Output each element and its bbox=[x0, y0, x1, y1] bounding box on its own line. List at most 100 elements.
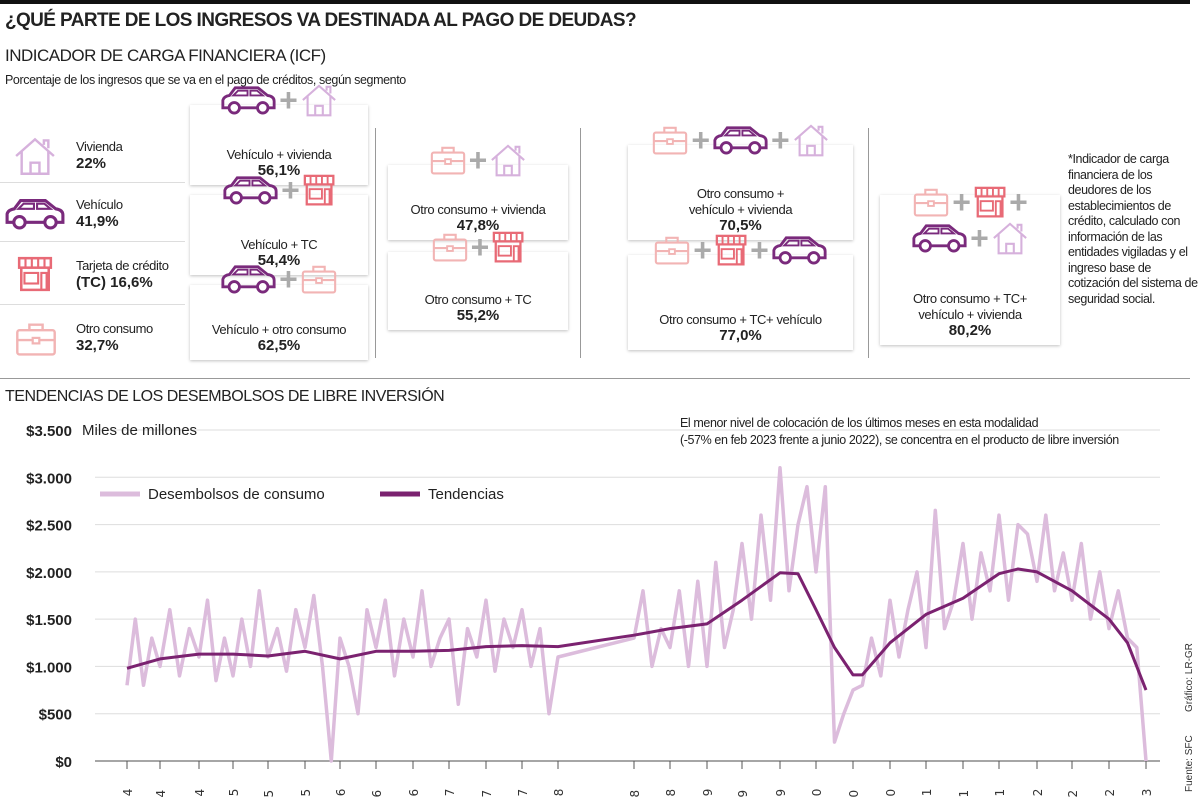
house-icon bbox=[991, 221, 1029, 255]
x-tick-label: Oct-17 bbox=[516, 789, 530, 797]
series-line-consumo bbox=[125, 466, 1148, 763]
x-tick-label: Feb-16 bbox=[334, 789, 348, 797]
x-tick-label: Jun-22 bbox=[1066, 790, 1080, 797]
x-tick-label: Feb-14 bbox=[121, 789, 135, 797]
house-icon bbox=[489, 143, 527, 177]
single-label: Otro consumo bbox=[76, 321, 153, 336]
combo-label: Vehículo + TC bbox=[240, 237, 318, 252]
store-icon bbox=[973, 185, 1007, 219]
combo-label: vehículo + vivienda bbox=[918, 307, 1022, 322]
trends-chart: $0 $500 $1.000 $1.500 $2.000 $2.500 $3.000 $3.5… bbox=[26, 422, 1160, 797]
top-rule bbox=[0, 0, 1190, 4]
combo-value: 80,2% bbox=[948, 322, 992, 339]
combo-card: + Vehículo + vivienda 56,1% bbox=[190, 84, 368, 185]
briefcase-icon bbox=[300, 263, 338, 295]
icf-subtitle: Porcentaje de los ingresos que se va en … bbox=[5, 73, 406, 87]
x-tick-label: Oct-15 bbox=[299, 789, 313, 797]
x-tick-label: Oct-16 bbox=[407, 789, 421, 797]
combo-card: + + + Otro consumo + TC+ vehículo + vivienda… bbox=[880, 186, 1060, 345]
divider bbox=[580, 128, 581, 358]
y-tick-label: $2.000 bbox=[26, 565, 72, 582]
plus-icon: + bbox=[468, 142, 488, 179]
briefcase-icon bbox=[431, 231, 469, 263]
y-tick-label: $3.000 bbox=[26, 470, 72, 487]
single-value: 32,7% bbox=[76, 337, 119, 354]
car-icon bbox=[712, 125, 769, 155]
combo-value: 54,4% bbox=[257, 252, 301, 269]
combo-label: Otro consumo + TC+ bbox=[913, 291, 1027, 306]
plus-icon: + bbox=[1009, 184, 1028, 221]
single-label: Vivienda bbox=[76, 139, 123, 154]
car-icon bbox=[771, 235, 828, 265]
y-tick-label: $1.500 bbox=[26, 612, 72, 629]
plus-icon: + bbox=[771, 122, 790, 159]
single-label: Tarjeta de crédito bbox=[76, 258, 169, 273]
combo-card: + Otro consumo + TC 55,2% bbox=[388, 231, 568, 330]
y-tick-label: $2.500 bbox=[26, 518, 72, 535]
combo-card: + Vehículo + TC 54,4% bbox=[190, 174, 368, 275]
x-tick-label: Jun-19 bbox=[736, 790, 750, 797]
x-tick-label: Jun-17 bbox=[480, 790, 494, 797]
x-tick-label: Jun-21 bbox=[957, 790, 971, 797]
x-tick-label: Feb-18 bbox=[552, 789, 566, 797]
briefcase-icon bbox=[912, 186, 950, 218]
plus-icon: + bbox=[952, 184, 971, 221]
x-tick-label: Oct-18 bbox=[664, 789, 678, 797]
chart-annotation: El menor nivel de colocación de los últi… bbox=[680, 415, 1119, 449]
x-tick-label: Oct-20 bbox=[884, 789, 898, 797]
combo-card: + Vehículo + otro consumo 62,5% bbox=[190, 263, 368, 360]
car-icon bbox=[222, 175, 279, 205]
trends-heading: TENDENCIAS DE LOS DESEMBOLSOS DE LIBRE I… bbox=[5, 388, 445, 405]
x-tick-label: Feb-20 bbox=[810, 789, 824, 797]
store-icon bbox=[302, 173, 336, 207]
icf-footnote: *Indicador de carga financiera de los de… bbox=[1068, 152, 1198, 306]
legend-label: Desembolsos de consumo bbox=[148, 486, 325, 503]
plus-icon: + bbox=[970, 220, 989, 257]
y-tick-label: $500 bbox=[39, 707, 72, 724]
legend-label: Tendencias bbox=[428, 486, 504, 503]
x-tick-label: Feb-19 bbox=[701, 789, 715, 797]
combo-card: + Otro consumo + vivienda 47,8% bbox=[388, 144, 568, 240]
house-icon bbox=[12, 136, 58, 176]
single-tc: Tarjeta de crédito (TC) 16,6% bbox=[0, 243, 185, 305]
combo-label: Otro consumo + TC+ vehículo bbox=[659, 312, 822, 327]
store-icon bbox=[714, 233, 748, 267]
car-icon bbox=[911, 223, 968, 253]
divider bbox=[868, 128, 869, 358]
car-icon bbox=[4, 197, 66, 231]
combo-value: 62,5% bbox=[257, 337, 301, 354]
page-title: ¿QUÉ PARTE DE LOS INGRESOS VA DESTINADA … bbox=[5, 10, 637, 31]
plus-icon: + bbox=[279, 82, 298, 119]
combo-value: 47,8% bbox=[456, 217, 500, 234]
plus-icon: + bbox=[691, 122, 710, 159]
x-tick-label: Feb-21 bbox=[920, 789, 934, 797]
x-tick-label: Oct-19 bbox=[774, 789, 788, 797]
y-tick-label: $1.000 bbox=[26, 659, 72, 676]
divider bbox=[375, 128, 376, 358]
plus-icon: + bbox=[279, 261, 298, 298]
x-tick-label: Jun-20 bbox=[847, 790, 861, 797]
plus-icon: + bbox=[281, 172, 300, 209]
single-label: Vehículo bbox=[76, 197, 123, 212]
y-tick-label: $3.500 bbox=[26, 423, 72, 440]
store-icon bbox=[491, 230, 525, 264]
store-icon bbox=[16, 255, 54, 293]
combo-label: Otro consumo + TC bbox=[424, 292, 532, 307]
source-credit: Fuente: SFC bbox=[1184, 735, 1195, 792]
plus-icon: + bbox=[693, 232, 712, 269]
combo-label: Vehículo + vivienda bbox=[226, 147, 332, 162]
single-value: 41,9% bbox=[76, 213, 119, 230]
house-icon bbox=[792, 123, 830, 157]
combo-label: vehículo + vivienda bbox=[688, 202, 793, 217]
x-tick-label: Feb-15 bbox=[227, 789, 241, 797]
y-axis-label: Miles de millones bbox=[82, 422, 197, 439]
x-tick-label: Jun-16 bbox=[370, 790, 384, 797]
combo-card: + + Otro consumo + TC+ vehículo 77,0% bbox=[628, 234, 853, 350]
combo-label: Otro consumo + bbox=[696, 186, 785, 201]
single-otro: Otro consumo 32,7% bbox=[0, 306, 185, 364]
briefcase-icon bbox=[651, 124, 689, 156]
combo-label: Vehículo + otro consumo bbox=[211, 322, 347, 337]
combo-value: 55,2% bbox=[456, 307, 500, 324]
single-vehiculo: Vehículo 41,9% bbox=[0, 184, 185, 242]
combo-value: 56,1% bbox=[257, 162, 301, 179]
